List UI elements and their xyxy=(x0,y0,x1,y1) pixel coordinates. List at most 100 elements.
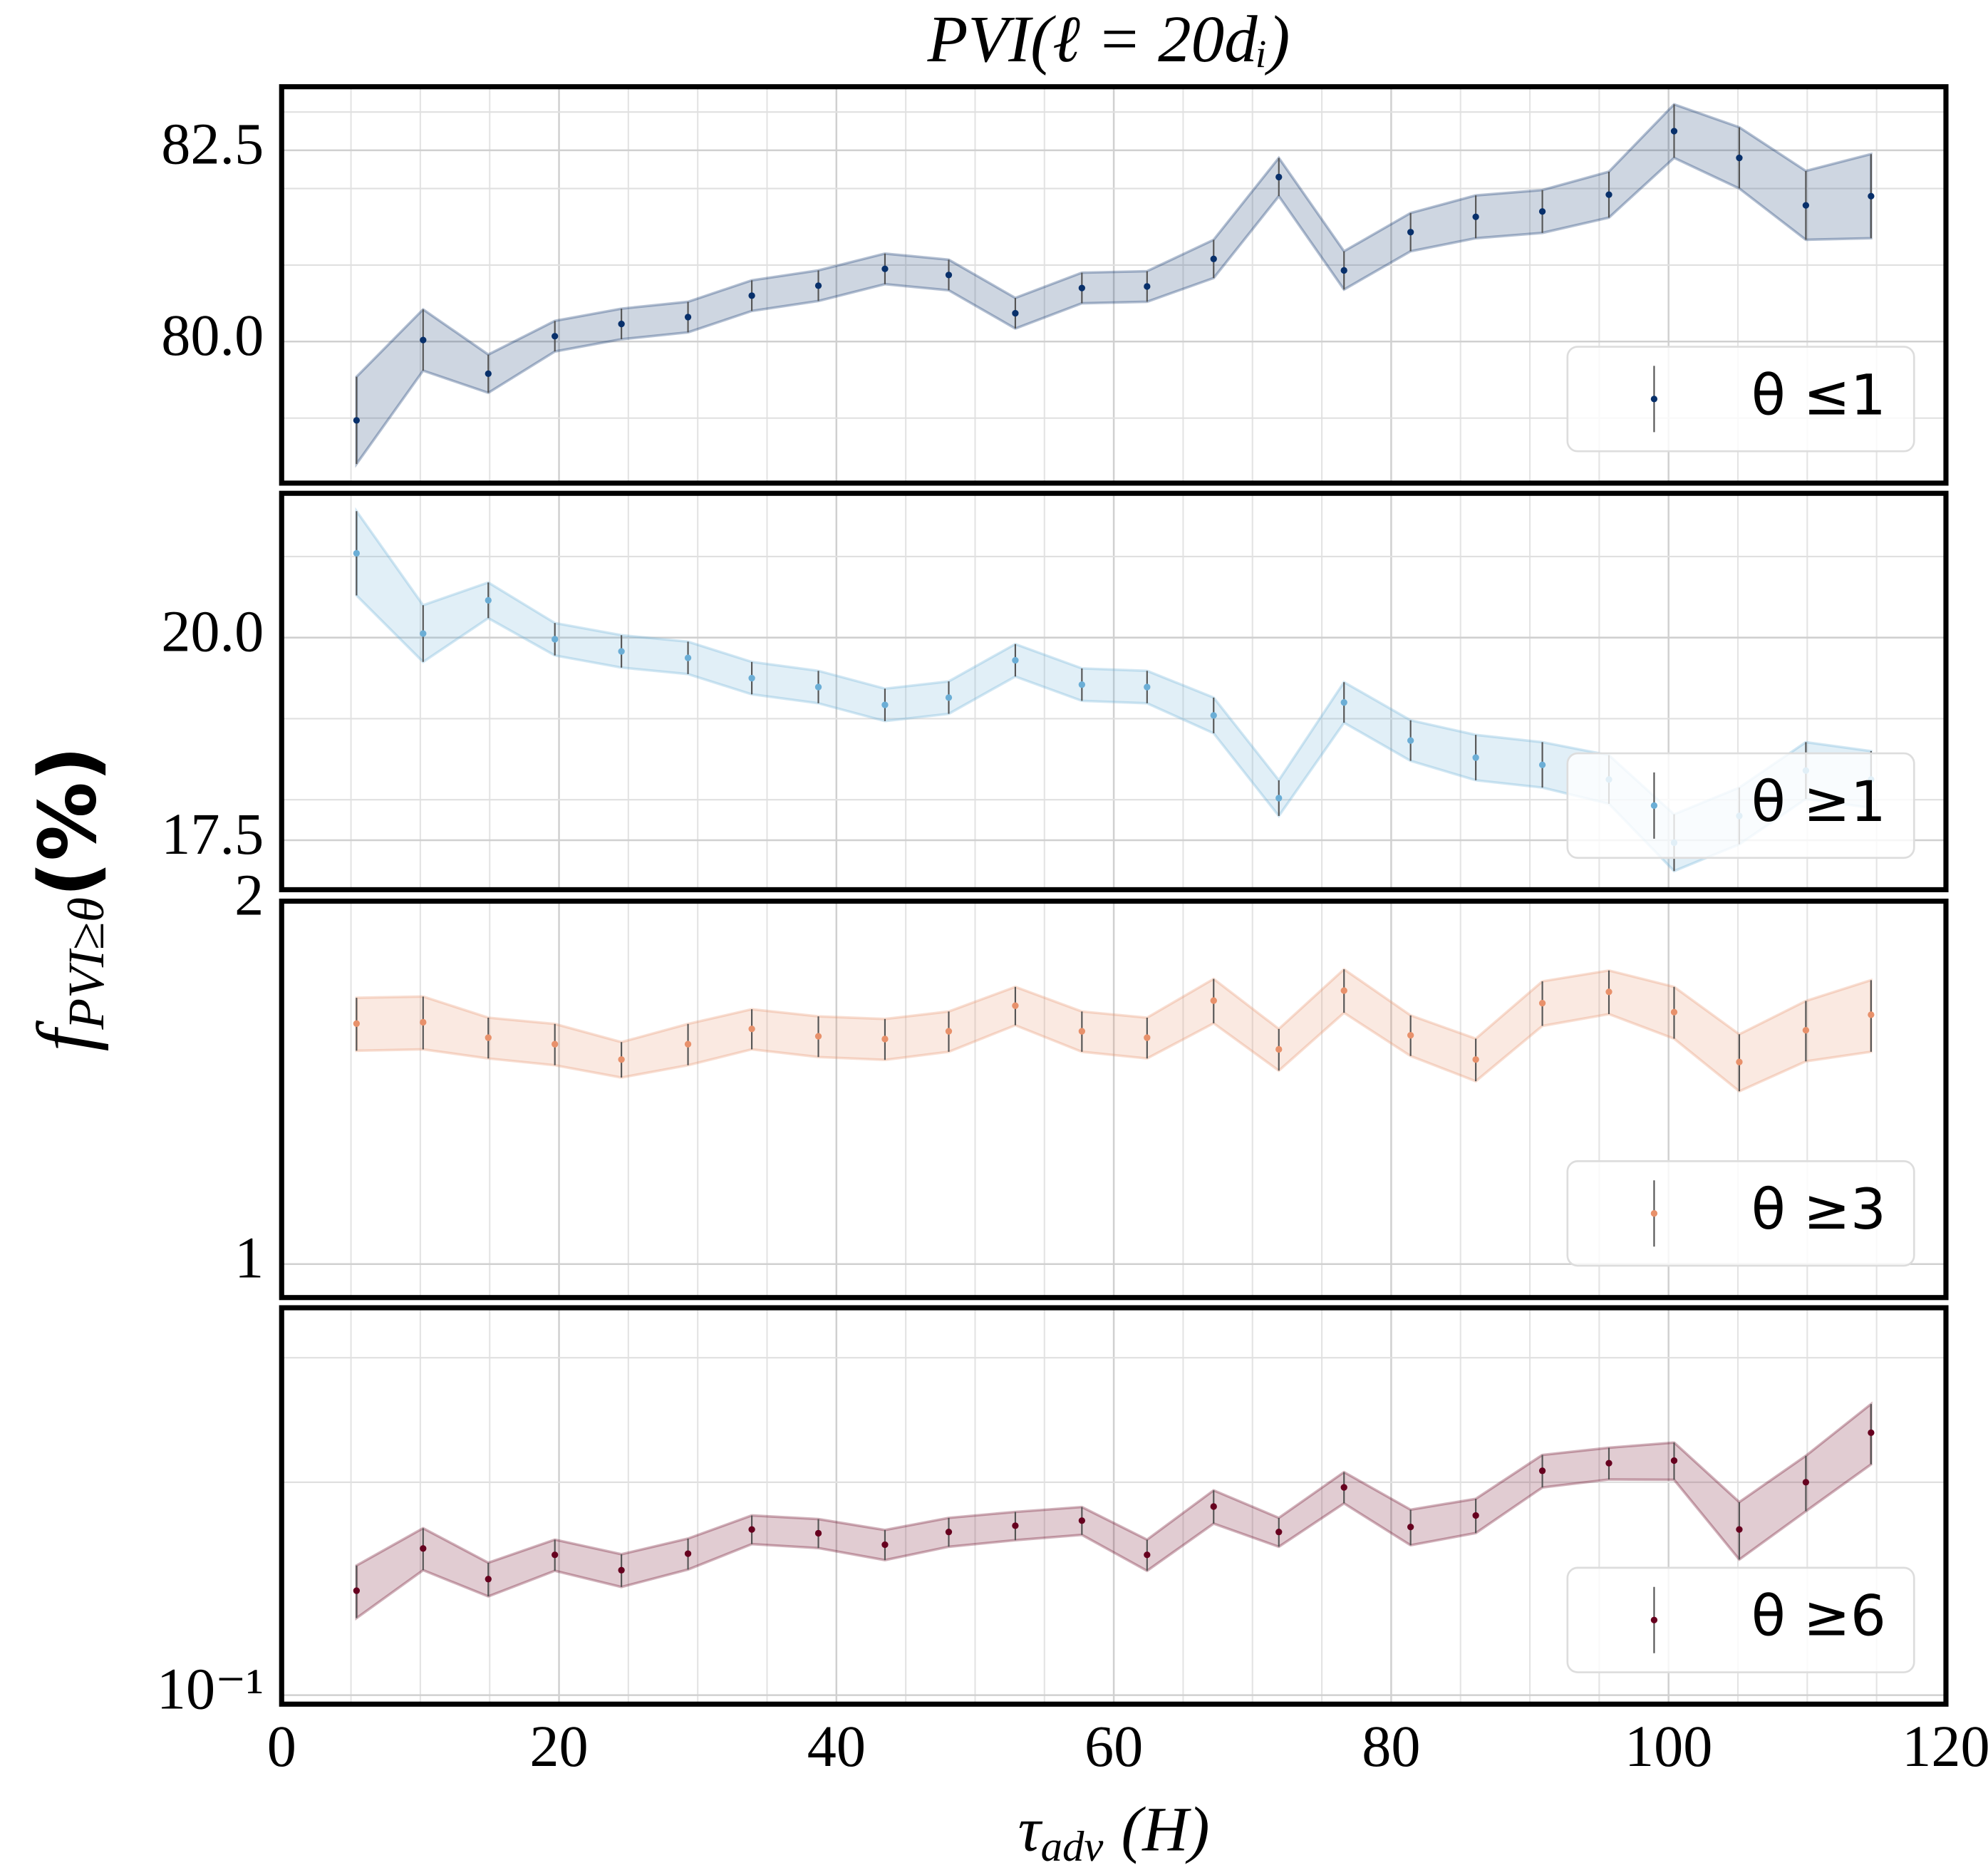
legend-marker xyxy=(1650,396,1658,403)
data-point xyxy=(1012,1522,1019,1529)
data-point xyxy=(1407,1032,1414,1039)
data-point xyxy=(618,1566,625,1574)
data-point xyxy=(1802,202,1810,209)
data-point xyxy=(618,648,625,655)
data-point xyxy=(1144,683,1151,691)
x-label-main: τ xyxy=(1018,1794,1043,1864)
data-point xyxy=(420,336,427,344)
data-point xyxy=(1538,1467,1546,1474)
data-point xyxy=(618,1056,625,1063)
data-point xyxy=(1275,173,1283,181)
chart-title: PVI(ℓ = 20dᵢ) xyxy=(927,3,1290,76)
data-point xyxy=(353,417,361,424)
data-point xyxy=(1407,1523,1414,1531)
y-tick-label: 1 xyxy=(234,1226,264,1291)
data-point xyxy=(1275,795,1283,802)
legend-label: θ ≥1 xyxy=(1751,769,1886,835)
x-label-unit: (H) xyxy=(1121,1794,1209,1864)
x-label-sub: adv xyxy=(1041,1823,1104,1871)
data-point xyxy=(1670,1008,1678,1016)
panel-frame xyxy=(279,490,1949,893)
legend-marker xyxy=(1650,802,1658,810)
data-point xyxy=(1605,988,1612,996)
y-label-sub: PVI≥θ xyxy=(58,897,115,1031)
data-point xyxy=(1736,1526,1743,1533)
legend-marker xyxy=(1650,1616,1658,1623)
y-tick-label: 17.5 xyxy=(161,802,264,867)
data-point xyxy=(684,1550,692,1557)
data-point xyxy=(1012,656,1019,664)
panel: 17.5 20.0 θ ≥1 xyxy=(161,490,1949,893)
data-point xyxy=(1078,681,1085,688)
data-point xyxy=(748,1026,755,1033)
data-point xyxy=(1144,283,1151,290)
panel: 1 2 θ ≥3 xyxy=(234,862,1949,1301)
data-point xyxy=(1144,1034,1151,1041)
data-point xyxy=(1472,754,1479,761)
data-point xyxy=(1472,213,1479,220)
data-point xyxy=(1605,1460,1612,1467)
x-tick-label: 80 xyxy=(1362,1714,1420,1779)
data-point xyxy=(485,596,492,604)
data-point xyxy=(748,292,755,299)
data-point xyxy=(1736,154,1743,162)
data-point xyxy=(1144,1551,1151,1559)
data-point xyxy=(1538,208,1546,215)
panel: 80.0 82.5 θ ≤1 xyxy=(161,84,1949,486)
data-point xyxy=(1340,987,1347,994)
data-point xyxy=(1078,1517,1085,1524)
data-point xyxy=(814,282,822,289)
y-tick-label: 2 xyxy=(234,862,264,927)
data-point xyxy=(1210,712,1217,719)
panel-frame xyxy=(279,898,1949,1301)
data-point xyxy=(1538,999,1546,1007)
data-point xyxy=(1802,1026,1810,1034)
data-point xyxy=(945,1028,953,1035)
data-point xyxy=(881,701,889,708)
data-point xyxy=(420,1545,427,1552)
data-point xyxy=(1472,1056,1479,1063)
data-point xyxy=(1605,191,1612,198)
data-point xyxy=(1210,255,1217,262)
data-point xyxy=(684,654,692,661)
data-point xyxy=(1340,699,1347,706)
data-point xyxy=(1407,229,1414,236)
data-point xyxy=(684,1040,692,1048)
data-point xyxy=(552,333,559,340)
panel-frame xyxy=(279,84,1949,486)
x-tick-label: 60 xyxy=(1084,1714,1143,1779)
legend-marker xyxy=(1650,1210,1658,1217)
data-point xyxy=(881,265,889,272)
data-point xyxy=(485,1576,492,1583)
data-point xyxy=(1868,1429,1875,1437)
data-point xyxy=(814,683,822,691)
data-point xyxy=(1210,1503,1217,1510)
data-point xyxy=(1538,761,1546,768)
data-point xyxy=(814,1033,822,1040)
data-point xyxy=(881,1541,889,1549)
x-axis-label: τadv (H) xyxy=(1018,1794,1210,1871)
panel-frame xyxy=(279,1305,1949,1707)
x-tick-label: 20 xyxy=(529,1714,588,1779)
data-point xyxy=(1275,1045,1283,1053)
x-tick-label: 100 xyxy=(1625,1714,1712,1779)
data-point xyxy=(945,694,953,701)
data-point xyxy=(353,549,361,557)
data-point xyxy=(748,674,755,682)
y-tick-label: 20.0 xyxy=(161,599,264,664)
data-point xyxy=(1472,1512,1479,1519)
data-point xyxy=(945,1529,953,1536)
legend-label: θ ≥6 xyxy=(1751,1584,1886,1649)
data-point xyxy=(618,320,625,328)
data-point xyxy=(1012,1002,1019,1009)
x-tick-label: 40 xyxy=(807,1714,866,1779)
y-label-unit: (%) xyxy=(23,746,115,897)
x-tick-label: 120 xyxy=(1902,1714,1988,1779)
data-point xyxy=(353,1020,361,1027)
data-point xyxy=(1275,1529,1283,1536)
data-point xyxy=(945,272,953,279)
x-tick-label: 0 xyxy=(267,1714,296,1779)
data-point xyxy=(420,1018,427,1026)
data-point xyxy=(485,1034,492,1041)
